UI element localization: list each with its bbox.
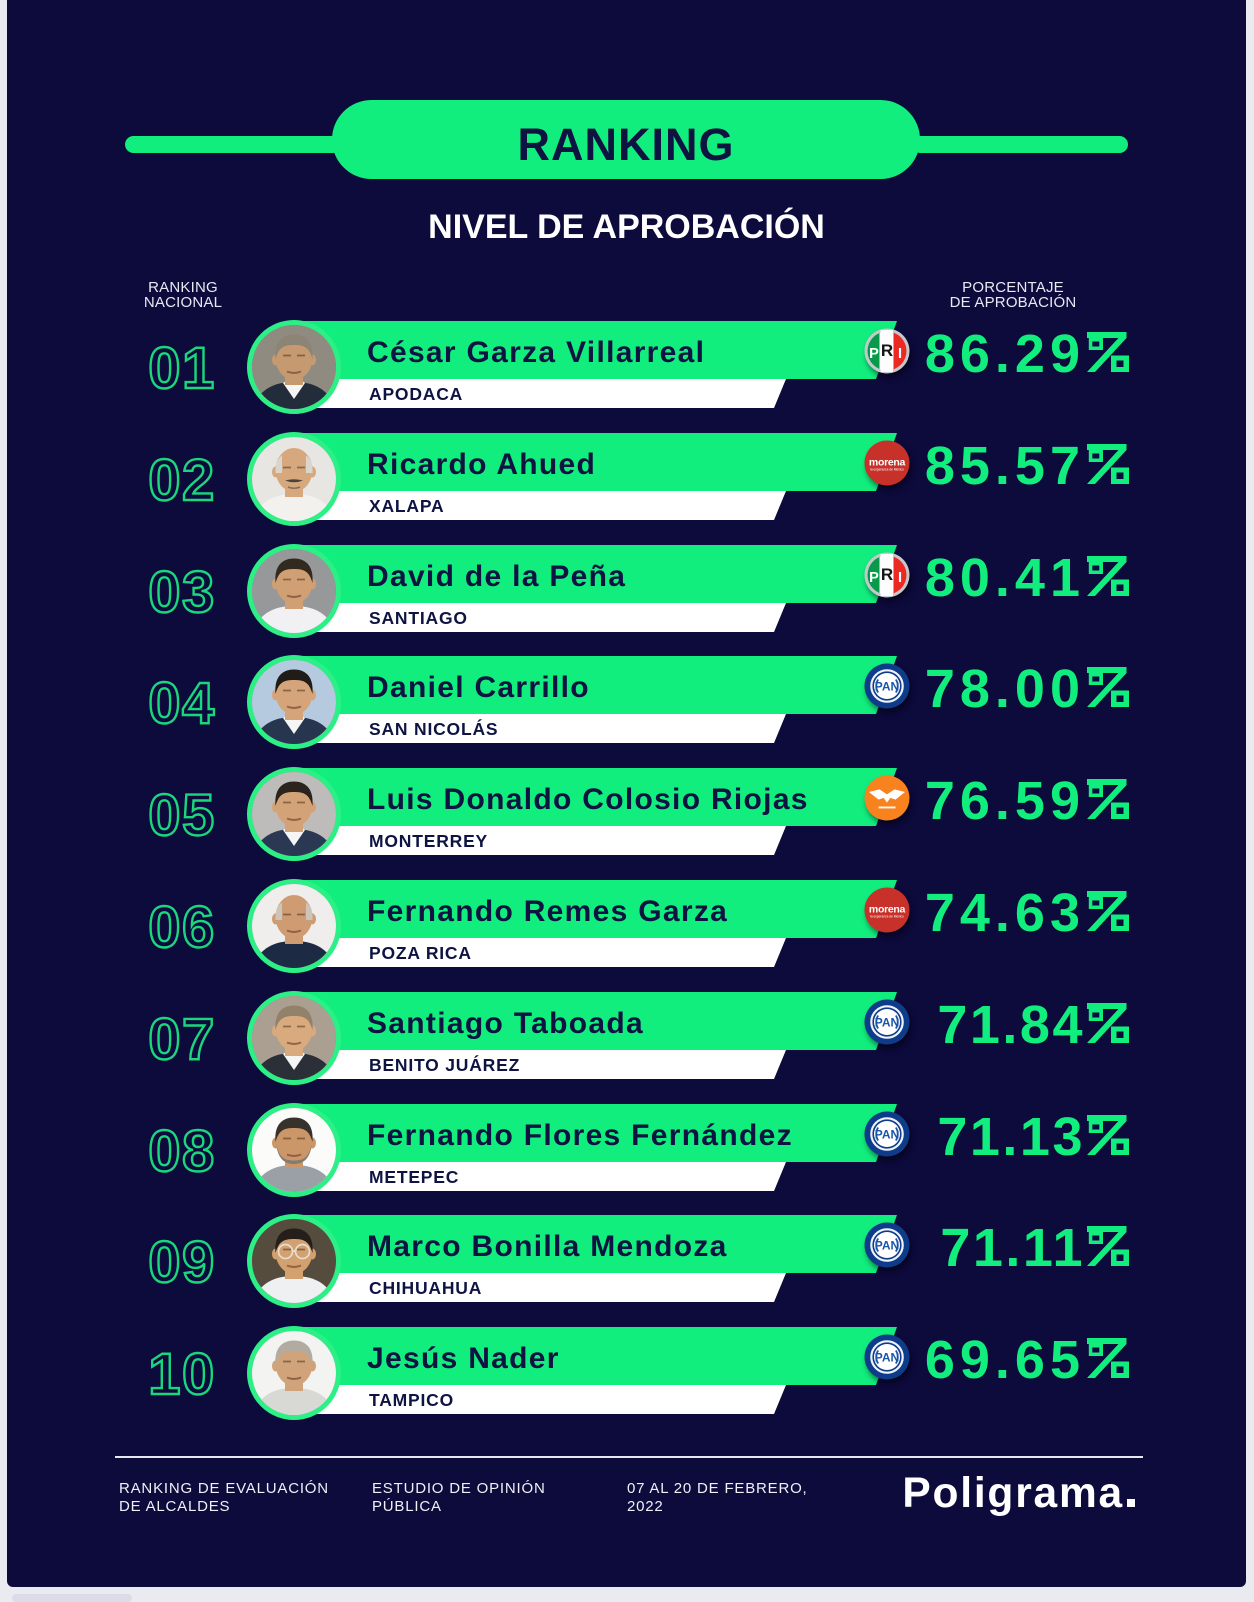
svg-text:R: R [881, 565, 893, 584]
svg-text:R: R [881, 341, 893, 360]
svg-text:PAN: PAN [875, 1239, 899, 1253]
svg-text:la esperanza de México: la esperanza de México [870, 468, 904, 472]
svg-text:morena: morena [869, 457, 906, 469]
svg-text:PAN: PAN [875, 680, 899, 694]
svg-text:PAN: PAN [875, 1128, 899, 1142]
svg-text:PAN: PAN [875, 1016, 899, 1030]
svg-text:I: I [898, 570, 902, 586]
svg-text:P: P [869, 346, 879, 362]
svg-text:P: P [869, 570, 879, 586]
svg-text:I: I [898, 346, 902, 362]
svg-text:la esperanza de México: la esperanza de México [870, 915, 904, 919]
svg-text:morena: morena [869, 904, 906, 916]
svg-text:PAN: PAN [875, 1351, 899, 1365]
